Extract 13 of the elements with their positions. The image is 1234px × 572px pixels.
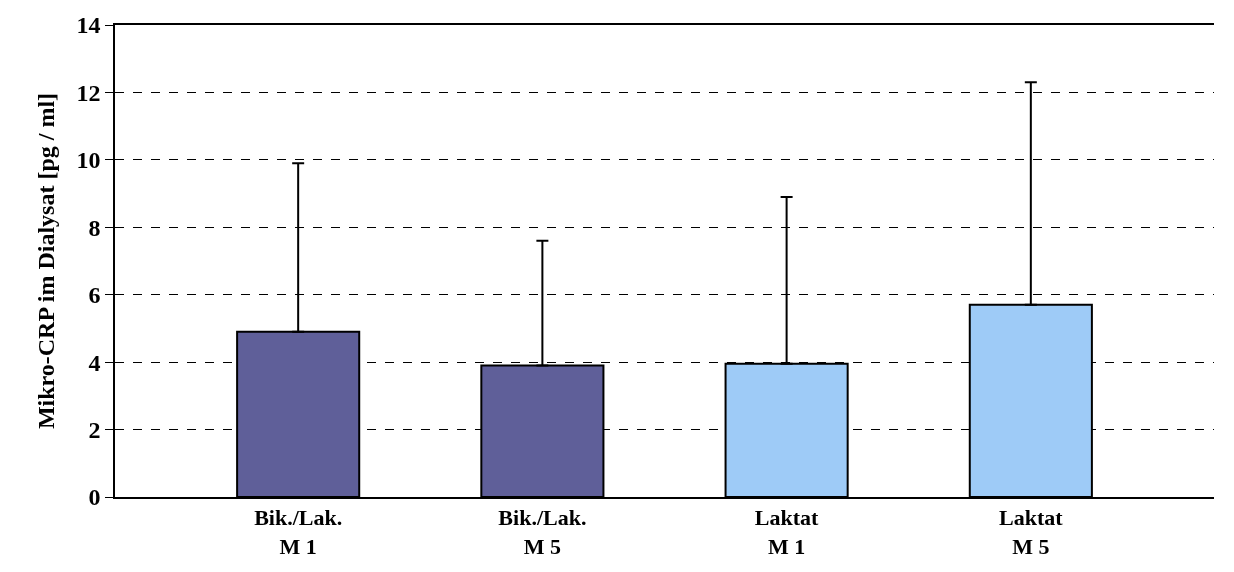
y-tick-label: 12 xyxy=(76,79,101,106)
y-axis-title: Mikro-CRP im Dialysat [pg / ml] xyxy=(33,92,60,430)
y-tick-label: 6 xyxy=(88,282,101,309)
y-tick-label: 2 xyxy=(88,416,101,443)
y-tick-label: 0 xyxy=(88,484,101,511)
y-tick-label: 14 xyxy=(76,12,101,39)
x-tick-label: Laktat M 5 xyxy=(999,505,1064,559)
y-tick-label: 8 xyxy=(88,214,101,241)
y-tick-label: 10 xyxy=(76,147,101,174)
x-tick-label: Laktat M 1 xyxy=(754,505,820,559)
y-tick-label: 4 xyxy=(88,349,101,376)
x-tick-label: Bik./Lak. M 1 xyxy=(254,505,343,559)
x-tick-label: Bik./Lak. M 5 xyxy=(498,505,587,559)
